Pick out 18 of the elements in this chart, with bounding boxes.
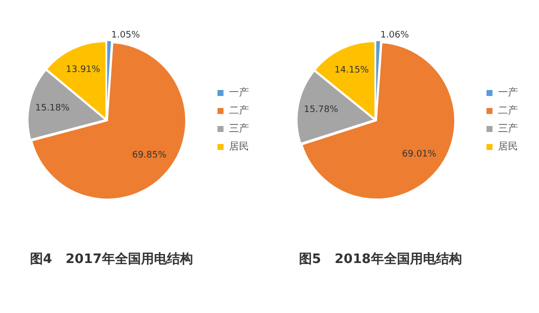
legend-label: 二产: [229, 104, 249, 117]
data-label: 1.06%: [380, 30, 410, 40]
data-label: 15.78%: [304, 105, 339, 116]
data-label: 69.01%: [402, 150, 437, 160]
legend-label: 居民: [229, 142, 249, 153]
legend-label: 一产: [498, 86, 518, 99]
data-label: 69.85%: [132, 150, 167, 161]
legend-label: 三产: [498, 122, 518, 135]
data-label: 1.05%: [111, 30, 140, 40]
legend-label: 二产: [498, 104, 518, 117]
data-label: 14.15%: [334, 65, 370, 76]
text: 图4 2017年全国用电结构: [30, 251, 194, 268]
legend-label: 三产: [229, 122, 249, 135]
data-label: 13.91%: [66, 65, 101, 76]
legend-label: 居民: [498, 142, 518, 153]
legend-label: 一产: [229, 86, 249, 99]
data-label: 15.18%: [35, 103, 70, 114]
text: 图5 2018年全国用电结构: [299, 251, 463, 268]
